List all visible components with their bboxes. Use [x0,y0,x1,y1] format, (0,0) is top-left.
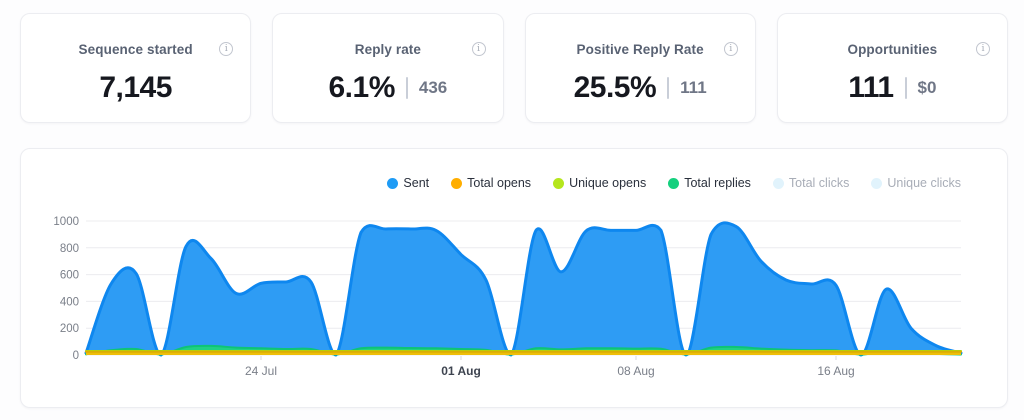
stat-label: Sequence started [78,42,193,57]
stat-value: 7,145 [99,71,172,104]
value-divider [667,77,670,99]
stat-card-positive-reply-rate: Positive Reply Rate i 25.5% 111 [524,13,756,123]
svg-text:600: 600 [60,270,79,282]
svg-text:800: 800 [60,243,79,255]
value-divider [405,77,408,99]
legend-label: Sent [403,176,430,190]
legend-item-unique-opens[interactable]: Unique opens [553,176,646,190]
svg-text:16 Aug: 16 Aug [817,364,854,378]
legend-label: Total opens [467,176,532,190]
chart-card: Sent Total opens Unique opens Total repl… [20,148,1008,408]
stat-label: Opportunities [847,42,938,57]
stat-secondary-value: 111 [680,78,707,97]
stat-card-reply-rate: Reply rate i 6.1% 436 [272,13,504,123]
unique-opens-series-dot-icon [553,177,565,189]
info-icon[interactable]: i [976,42,990,56]
stat-value: 6.1% [328,71,395,104]
sent-series-dot-icon [387,177,399,189]
legend-label: Total replies [684,176,751,190]
legend-label: Unique clicks [887,176,961,190]
chart-legend: Sent Total opens Unique opens Total repl… [387,176,961,190]
stat-value: 25.5% [573,71,657,104]
total-clicks-series-dot-icon [772,177,784,189]
svg-text:200: 200 [60,323,79,335]
svg-text:1000: 1000 [53,216,79,228]
info-icon[interactable]: i [471,42,486,56]
svg-text:01 Aug: 01 Aug [441,364,481,378]
stats-row: Sequence started i 7,145 Reply rate i 6.… [20,13,1008,123]
stat-value: 111 [848,71,894,104]
total-replies-series-dot-icon [668,177,680,189]
stat-label: Positive Reply Rate [576,42,704,57]
stat-card-opportunities: Opportunities i 111 $0 [776,13,1008,123]
info-icon[interactable]: i [219,42,234,56]
stat-secondary-value: $0 [917,78,937,97]
legend-item-total-opens[interactable]: Total opens [451,176,531,190]
stat-label: Reply rate [354,42,422,57]
svg-text:0: 0 [73,350,79,362]
total-opens-series-dot-icon [451,177,463,189]
legend-item-unique-clicks[interactable]: Unique clicks [871,176,961,190]
svg-text:24 Jul: 24 Jul [245,364,277,378]
svg-text:08 Aug: 08 Aug [617,364,654,378]
svg-text:400: 400 [60,296,79,308]
legend-label: Total clicks [788,176,850,190]
unique-clicks-series-dot-icon [871,177,883,189]
area-chart-canvas[interactable]: 0 200 400 600 800 1000 24 Jul 01 Aug 08 Aug 16 Au… [21,149,1009,409]
legend-label: Unique opens [569,176,647,190]
stat-secondary-value: 436 [418,78,448,97]
legend-item-sent[interactable]: Sent [387,176,429,190]
legend-item-total-replies[interactable]: Total replies [668,176,751,190]
stat-card-sequence-started: Sequence started i 7,145 [20,13,252,123]
legend-item-total-clicks[interactable]: Total clicks [772,176,850,190]
info-icon[interactable]: i [723,42,738,56]
value-divider [904,77,907,99]
